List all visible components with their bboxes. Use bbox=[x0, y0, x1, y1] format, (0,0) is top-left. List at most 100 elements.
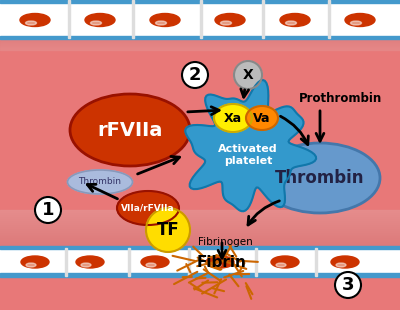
Bar bbox=[0, 215, 400, 216]
Ellipse shape bbox=[146, 208, 190, 252]
Polygon shape bbox=[185, 80, 316, 211]
Bar bbox=[0, 210, 400, 211]
Bar bbox=[0, 216, 400, 217]
Bar bbox=[0, 247, 400, 248]
Bar bbox=[0, 41, 400, 42]
Bar bbox=[0, 222, 400, 223]
Ellipse shape bbox=[21, 256, 49, 268]
Bar bbox=[0, 13, 400, 14]
Ellipse shape bbox=[260, 143, 380, 213]
Bar bbox=[65, 248, 67, 276]
Bar bbox=[0, 238, 400, 239]
Text: X: X bbox=[243, 68, 253, 82]
Bar bbox=[0, 26, 400, 27]
Ellipse shape bbox=[286, 21, 296, 25]
Bar bbox=[0, 23, 400, 24]
Bar bbox=[0, 217, 400, 218]
Bar bbox=[0, 29, 400, 30]
Bar bbox=[0, 227, 400, 228]
Bar bbox=[0, 249, 400, 250]
Bar bbox=[0, 251, 400, 252]
Bar bbox=[0, 248, 400, 249]
Bar bbox=[0, 250, 400, 251]
Bar bbox=[0, 211, 400, 212]
Bar bbox=[0, 19, 400, 20]
Bar bbox=[0, 49, 400, 50]
Bar bbox=[0, 246, 400, 247]
Bar bbox=[68, 0, 70, 38]
Bar bbox=[0, 18, 400, 19]
Bar bbox=[0, 252, 400, 253]
Bar bbox=[0, 234, 400, 235]
Bar bbox=[0, 216, 400, 217]
Bar bbox=[0, 8, 400, 9]
Bar bbox=[0, 0, 400, 3]
Bar bbox=[0, 43, 400, 44]
Text: TF: TF bbox=[157, 221, 179, 239]
Bar bbox=[0, 236, 400, 237]
Bar bbox=[0, 212, 400, 213]
Bar bbox=[188, 248, 190, 276]
Ellipse shape bbox=[70, 94, 190, 166]
Bar bbox=[0, 33, 400, 34]
Ellipse shape bbox=[90, 21, 102, 25]
Bar bbox=[0, 248, 400, 276]
Bar bbox=[0, 47, 400, 48]
Bar bbox=[0, 24, 400, 25]
Ellipse shape bbox=[150, 14, 180, 26]
Ellipse shape bbox=[336, 263, 346, 267]
Text: 1: 1 bbox=[42, 201, 54, 219]
Bar bbox=[0, 40, 400, 41]
Text: Fibrinogen: Fibrinogen bbox=[198, 237, 252, 247]
Ellipse shape bbox=[26, 263, 36, 267]
Ellipse shape bbox=[220, 21, 232, 25]
Bar bbox=[0, 44, 400, 45]
Text: Fibrin: Fibrin bbox=[197, 255, 247, 270]
Bar bbox=[0, 243, 400, 244]
Text: Thrombin: Thrombin bbox=[275, 169, 365, 187]
Bar bbox=[128, 248, 130, 276]
Bar bbox=[0, 6, 400, 7]
Text: Xa: Xa bbox=[224, 112, 242, 125]
Bar bbox=[0, 233, 400, 234]
Text: Activated
platelet: Activated platelet bbox=[218, 144, 278, 166]
Bar bbox=[0, 211, 400, 212]
Bar bbox=[0, 251, 400, 252]
Ellipse shape bbox=[68, 170, 132, 194]
Ellipse shape bbox=[211, 263, 221, 267]
Bar bbox=[0, 254, 400, 255]
Bar bbox=[0, 48, 400, 49]
Bar bbox=[0, 35, 400, 36]
Bar bbox=[0, 231, 400, 232]
Ellipse shape bbox=[280, 14, 310, 26]
Bar bbox=[0, 3, 400, 4]
Bar bbox=[255, 248, 257, 276]
Bar bbox=[0, 214, 400, 215]
Bar bbox=[0, 36, 400, 37]
Bar bbox=[0, 226, 400, 227]
Bar bbox=[0, 233, 400, 234]
Bar bbox=[0, 9, 400, 10]
Ellipse shape bbox=[350, 21, 362, 25]
Ellipse shape bbox=[206, 256, 234, 268]
Bar bbox=[0, 10, 400, 11]
Bar bbox=[0, 11, 400, 12]
Bar bbox=[0, 237, 400, 238]
Bar bbox=[0, 229, 400, 230]
Bar bbox=[0, 230, 400, 231]
Ellipse shape bbox=[141, 256, 169, 268]
Bar bbox=[0, 37, 400, 38]
Bar bbox=[0, 15, 400, 16]
Bar bbox=[0, 247, 400, 248]
Bar bbox=[0, 4, 400, 5]
Bar bbox=[0, 36, 400, 39]
Bar bbox=[0, 245, 400, 246]
Ellipse shape bbox=[335, 272, 361, 298]
Bar bbox=[0, 223, 400, 224]
Bar bbox=[0, 2, 400, 3]
Bar bbox=[0, 259, 400, 260]
Bar bbox=[0, 240, 400, 241]
Bar bbox=[0, 241, 400, 242]
Bar bbox=[0, 34, 400, 35]
Bar bbox=[0, 212, 400, 213]
